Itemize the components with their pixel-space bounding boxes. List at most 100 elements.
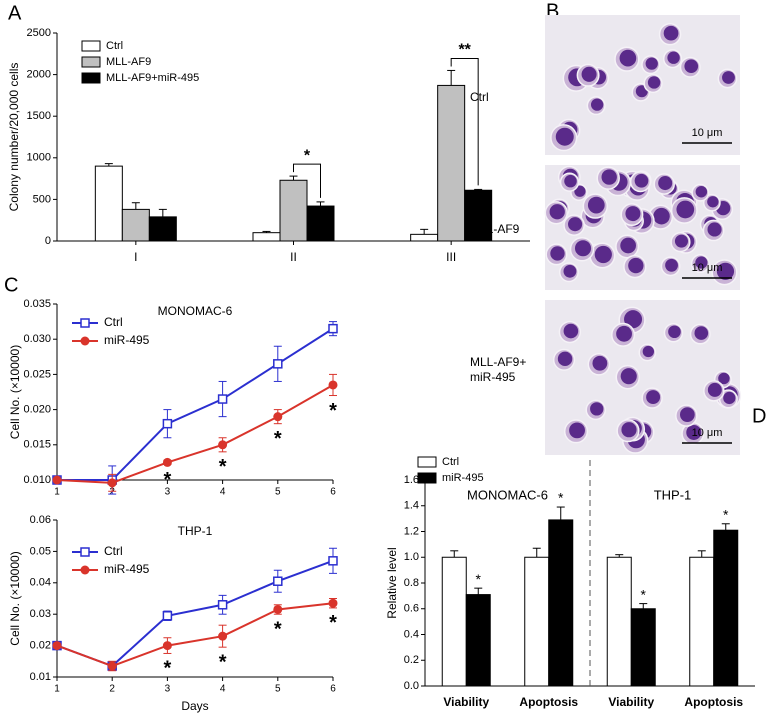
y-tick-label: 0.020: [23, 404, 51, 416]
cell-nucleus: [694, 326, 709, 340]
legend-swatch: [81, 40, 101, 52]
x-tick-label: 4: [220, 684, 226, 695]
marker: [273, 412, 283, 422]
y-tick-label: 0.01: [30, 671, 51, 683]
annotation: *: [219, 651, 227, 673]
cell-nucleus: [550, 246, 565, 261]
cell-nucleus: [722, 71, 735, 84]
cell-nucleus: [676, 200, 695, 219]
marker: [273, 359, 283, 369]
panel-letter: D: [752, 405, 766, 427]
y-tick-label: 0.015: [23, 439, 51, 451]
annotation: *: [329, 612, 337, 634]
cell-nucleus: [616, 325, 632, 342]
bar: [465, 594, 491, 687]
bar: [524, 556, 550, 687]
legend-label: Ctrl: [104, 315, 123, 329]
x-tick-label: II: [290, 250, 297, 264]
bar: [689, 556, 715, 687]
cell-nucleus: [642, 345, 655, 358]
legend-swatch: [417, 472, 437, 484]
x-tick-label: 6: [330, 487, 336, 498]
marker: [273, 604, 283, 614]
y-tick-label: 2000: [27, 69, 51, 81]
x-tick-label: 4: [220, 487, 226, 498]
cell-nucleus: [568, 217, 583, 232]
annotation: *: [274, 618, 282, 640]
x-tick-label: 3: [165, 487, 171, 498]
annotation: *: [723, 506, 729, 522]
y-tick-label: 1.6: [404, 474, 419, 486]
y-tick-label: 0.02: [30, 640, 51, 652]
legend-label: MLL-AF9+miR-495: [106, 72, 199, 84]
cell-nucleus: [620, 368, 637, 385]
legend-marker: [80, 318, 90, 328]
panel-letter: A: [8, 2, 22, 24]
scale-label: 10 μm: [692, 127, 723, 139]
bar: [548, 519, 574, 687]
annotation: **: [458, 42, 471, 59]
marker: [162, 457, 172, 467]
x-tick-label: III: [446, 250, 456, 264]
y-axis-label: Relative level: [385, 547, 399, 618]
scale-label: 10 μm: [692, 262, 723, 274]
marker: [162, 418, 173, 429]
bar: [94, 165, 123, 242]
cell-nucleus: [645, 57, 658, 70]
cell-nucleus: [601, 169, 617, 185]
cell-nucleus: [686, 424, 702, 441]
y-tick-label: 1500: [27, 110, 51, 122]
cell-nucleus: [564, 174, 577, 188]
x-tick-label: Apoptosis: [519, 695, 578, 709]
bar: [713, 529, 739, 687]
line: [57, 327, 334, 481]
cell-nucleus: [563, 323, 579, 339]
y-axis-label: Cell No. (×10000): [8, 551, 22, 645]
micrograph-label: Ctrl: [470, 90, 489, 104]
cell-nucleus: [569, 422, 585, 439]
marker: [162, 641, 172, 651]
legend-label: Ctrl: [106, 40, 123, 52]
x-tick-label: 5: [275, 487, 281, 498]
chart-title: THP-1: [178, 524, 213, 538]
x-tick-label: I: [134, 250, 137, 264]
marker: [107, 661, 117, 671]
y-tick-label: 0.010: [23, 474, 51, 486]
y-tick-label: 0.4: [404, 628, 419, 640]
annotation: *: [274, 428, 282, 450]
cell-nucleus: [674, 234, 689, 248]
bar: [121, 208, 150, 242]
y-tick-label: 0.2: [404, 654, 419, 666]
legend-label: miR-495: [442, 472, 484, 484]
bar: [410, 233, 439, 242]
cell-nucleus: [718, 372, 730, 385]
cell-nucleus: [668, 325, 681, 339]
cell-nucleus: [707, 382, 722, 397]
bar: [279, 179, 308, 242]
cell-nucleus: [555, 127, 574, 146]
bar: [306, 205, 335, 242]
marker: [52, 641, 62, 651]
marker: [328, 380, 338, 390]
x-tick-label: 2: [109, 684, 115, 695]
legend-label: miR-495: [104, 333, 150, 347]
marker: [162, 611, 173, 621]
legend-label: Ctrl: [104, 544, 123, 558]
cell-nucleus: [723, 391, 736, 405]
x-tick-label: 1: [54, 684, 60, 695]
x-tick-label: 3: [165, 684, 171, 695]
y-tick-label: 0.06: [30, 514, 51, 526]
cell-nucleus: [619, 49, 637, 67]
bar: [630, 608, 656, 687]
x-tick-label: Apoptosis: [684, 695, 743, 709]
line: [56, 602, 334, 668]
marker: [218, 440, 228, 450]
cell-nucleus: [590, 402, 604, 416]
bracket: [293, 163, 321, 198]
cell-nucleus: [663, 25, 679, 41]
panel-letter: C: [4, 274, 18, 296]
cell-nucleus: [628, 257, 644, 274]
line: [56, 384, 334, 484]
cell-nucleus: [684, 59, 699, 74]
